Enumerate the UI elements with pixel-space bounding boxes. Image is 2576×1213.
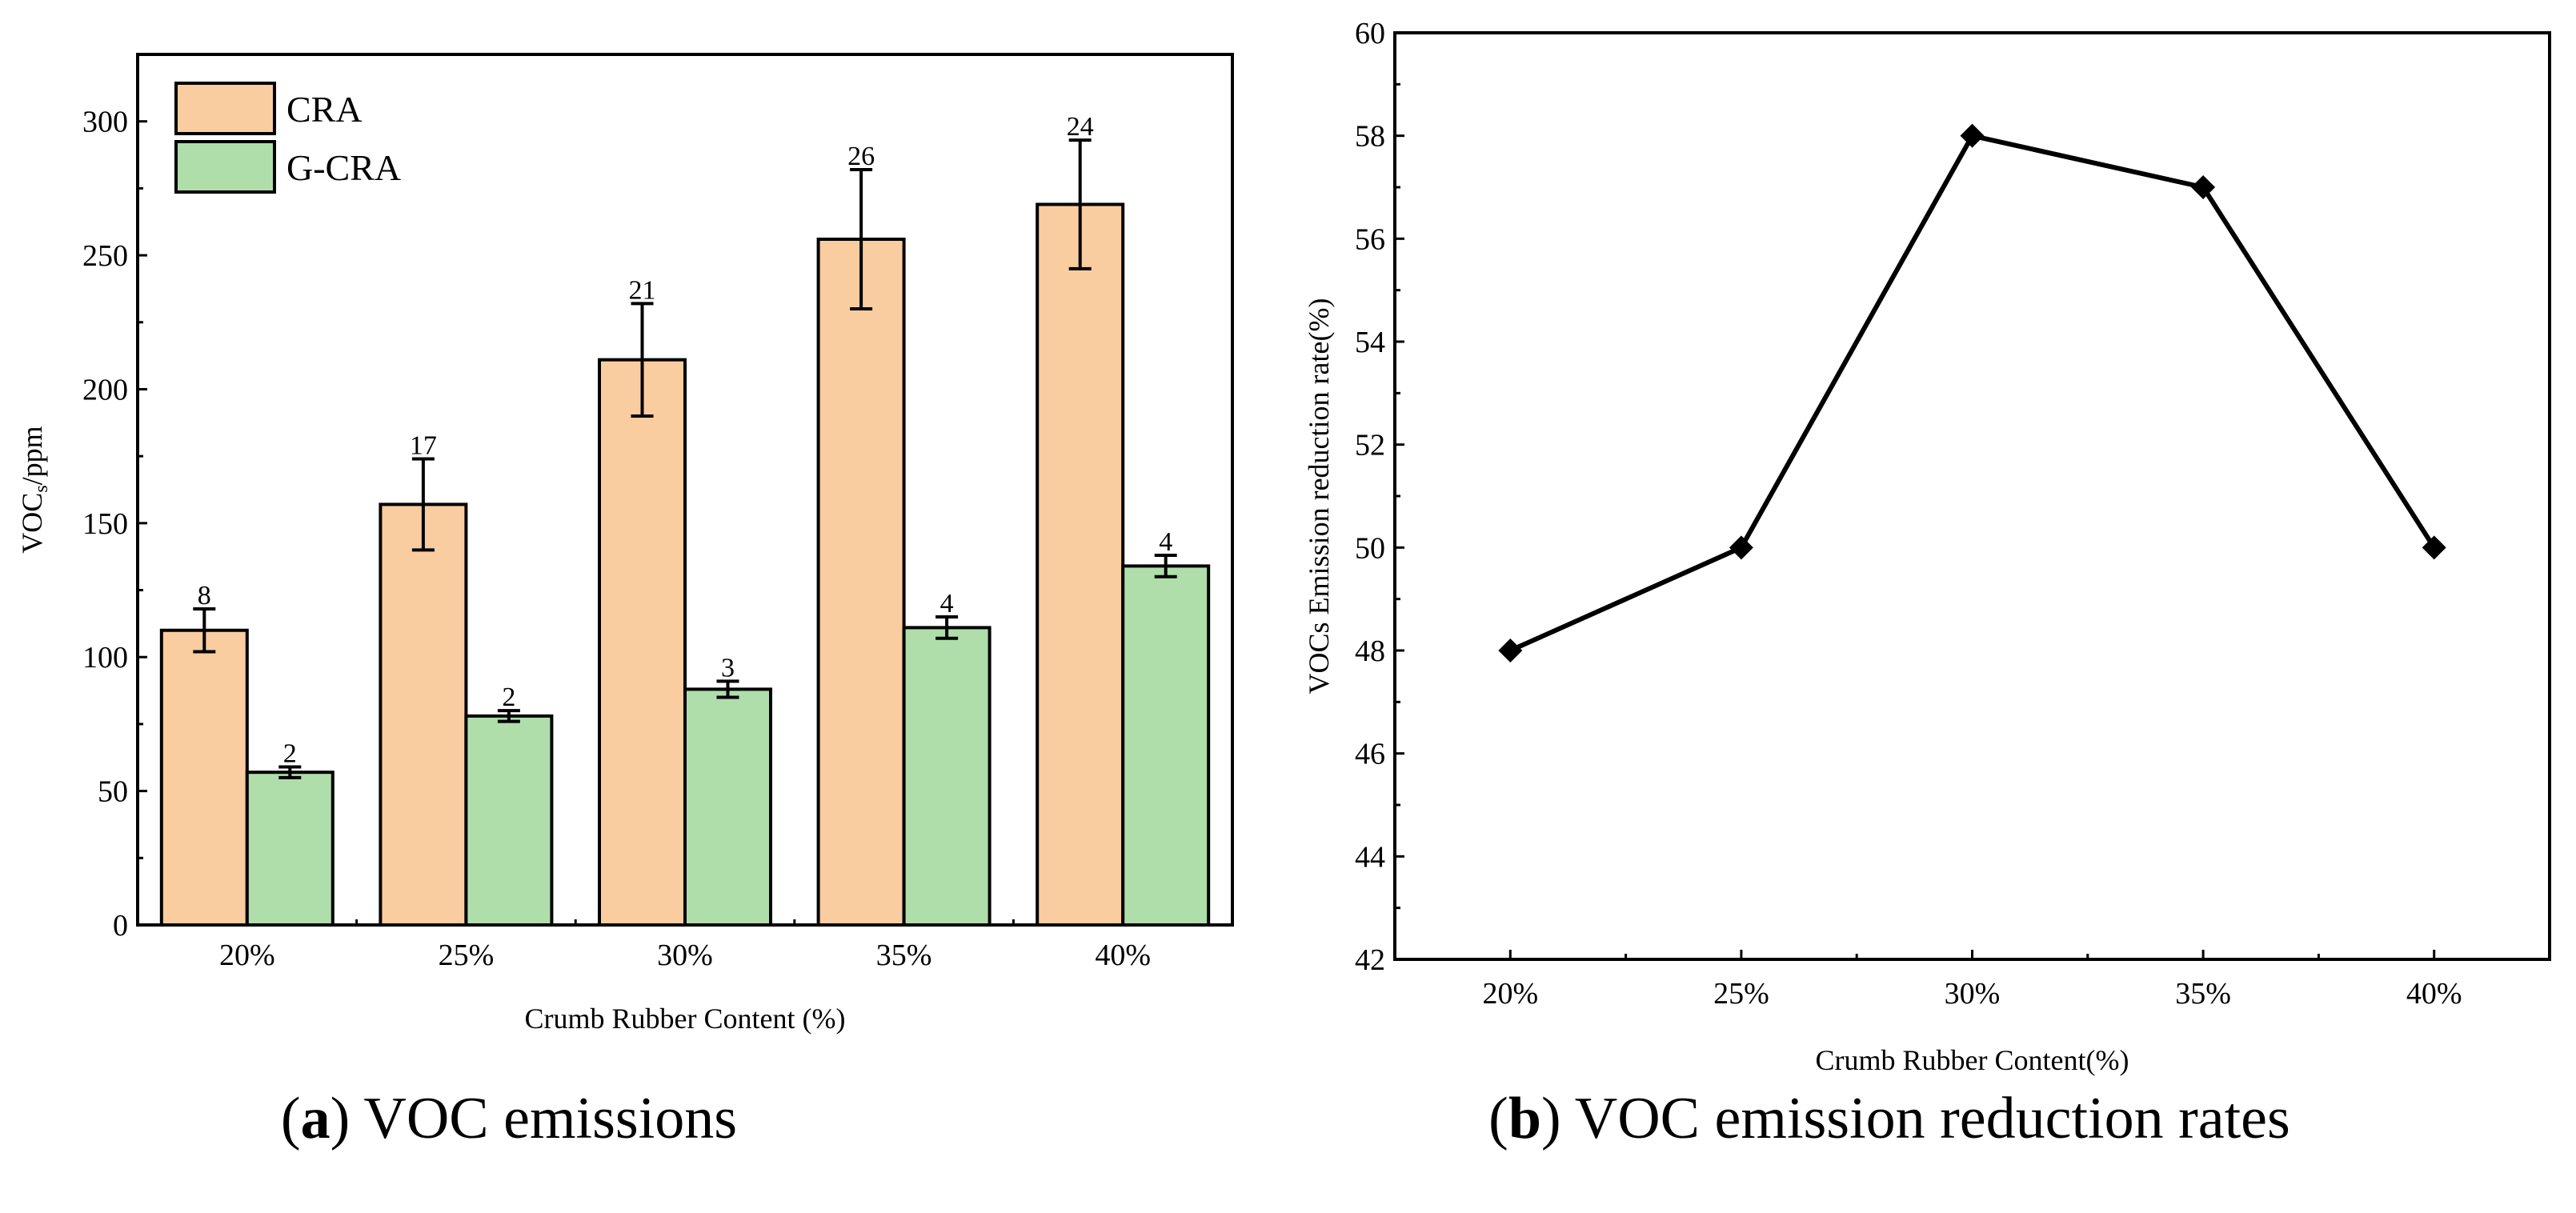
bar-g-cra-35 xyxy=(902,626,992,927)
legend-label-cra: CRA xyxy=(286,89,363,130)
plot-frame xyxy=(1393,31,2551,961)
error-label: 4 xyxy=(940,589,954,619)
chart-a-voc-emissions: 0 50 100 150 200 250 300 8 2 20% 17 2 25% 21 3 30% 26 4 35… xyxy=(16,53,1234,1035)
caption-b: (b) VOC emission reduction rates xyxy=(1488,1086,2290,1151)
bar-cra-25 xyxy=(379,502,468,927)
bar-cra-40 xyxy=(1036,202,1125,927)
x-tick-label: 35% xyxy=(876,939,932,972)
error-label: 2 xyxy=(283,739,297,768)
legend-swatch-g-cra xyxy=(174,140,276,194)
bar-g-cra-30 xyxy=(683,687,772,927)
y-tick-label: 52 xyxy=(1355,429,1385,462)
y-tick-label: 200 xyxy=(82,373,128,406)
y-tick-label: 44 xyxy=(1355,840,1385,874)
bar-g-cra-25 xyxy=(464,714,554,927)
y-axis-title: VOCs/ppm xyxy=(16,426,52,553)
bar-cra-20 xyxy=(159,628,249,927)
error-label: 17 xyxy=(410,431,437,461)
x-tick-label: 20% xyxy=(219,939,275,972)
plot-frame xyxy=(136,53,1234,927)
x-tick-label: 20% xyxy=(1482,977,1538,1011)
y-tick-label: 50 xyxy=(98,775,128,809)
caption-a-text: VOC emissions xyxy=(350,1086,737,1151)
chart-b-reduction-rates: 42 44 46 48 50 52 54 56 58 60 20% 25% 30% 35% 40% Crumb… xyxy=(1303,17,2551,1076)
bar-cra-30 xyxy=(598,358,687,927)
y-tick-label: 56 xyxy=(1355,222,1385,256)
error-label: 26 xyxy=(847,142,875,171)
bar-g-cra-20 xyxy=(245,771,335,927)
bar-cra-35 xyxy=(816,237,906,927)
x-tick-label: 40% xyxy=(2406,977,2462,1011)
error-label: 21 xyxy=(629,275,656,305)
caption-a: (a) VOC emissions xyxy=(281,1086,737,1151)
x-tick-label: 30% xyxy=(657,939,713,972)
x-tick-label: 25% xyxy=(439,939,495,972)
bar-g-cra-40 xyxy=(1121,564,1211,927)
error-label: 4 xyxy=(1159,527,1172,557)
y-tick-label: 250 xyxy=(82,239,128,273)
x-tick-label: 30% xyxy=(1945,977,2001,1011)
data-point-25 xyxy=(1729,535,1753,560)
y-tick-label: 60 xyxy=(1355,17,1385,50)
y-tick-label: 50 xyxy=(1355,531,1385,565)
error-label: 2 xyxy=(502,683,515,712)
y-tick-label: 100 xyxy=(82,641,128,675)
y-axis-title-main: VOC xyxy=(16,493,48,554)
y-axis-title-subscript: s xyxy=(31,485,52,492)
y-tick-label: 150 xyxy=(82,507,128,541)
legend-label-g-cra: G-CRA xyxy=(286,147,401,188)
data-point-20 xyxy=(1498,639,1523,663)
caption-b-letter: b xyxy=(1508,1086,1541,1151)
data-point-40 xyxy=(2422,535,2446,560)
legend-swatch-cra xyxy=(174,82,276,135)
caption-b-text: VOC emission reduction rates xyxy=(1561,1086,2290,1151)
data-point-35 xyxy=(2191,175,2216,199)
y-tick-label: 54 xyxy=(1355,326,1385,359)
y-tick-label: 58 xyxy=(1355,120,1385,154)
error-label: 3 xyxy=(721,653,735,683)
y-tick-label: 300 xyxy=(82,106,128,139)
error-label: 24 xyxy=(1067,112,1094,142)
x-axis-title: Crumb Rubber Content(%) xyxy=(1816,1044,2129,1076)
data-point-30 xyxy=(1960,123,1985,148)
caption-a-letter: a xyxy=(301,1086,331,1151)
y-tick-label: 46 xyxy=(1355,738,1385,771)
y-tick-label: 0 xyxy=(113,909,128,943)
y-axis-title-unit: /ppm xyxy=(16,426,48,485)
x-tick-label: 25% xyxy=(1713,977,1769,1011)
x-tick-label: 40% xyxy=(1095,939,1151,972)
y-tick-label: 48 xyxy=(1355,635,1385,668)
x-axis-title: Crumb Rubber Content (%) xyxy=(525,1003,846,1035)
y-tick-label: 42 xyxy=(1355,943,1385,977)
y-axis-title: VOCs Emission reduction rate(%) xyxy=(1303,298,1335,695)
series-line xyxy=(1509,133,2437,653)
error-label: 8 xyxy=(198,581,211,611)
x-tick-label: 35% xyxy=(2175,977,2231,1011)
